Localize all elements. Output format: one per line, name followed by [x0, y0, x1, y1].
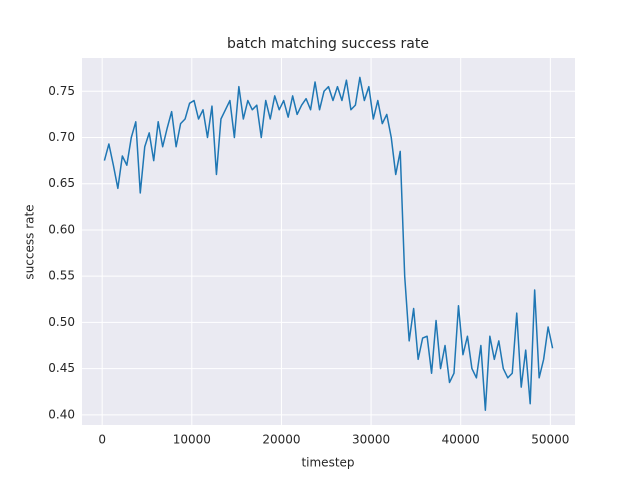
x-tick-label: 0 [98, 433, 106, 447]
chart-title: batch matching success rate [227, 36, 429, 52]
y-tick-label: 0.65 [48, 176, 75, 190]
plot-area [82, 58, 575, 425]
y-tick-label: 0.60 [48, 222, 75, 236]
x-tick-label: 50000 [531, 433, 569, 447]
y-axis-label: success rate [23, 204, 37, 279]
y-tick-label: 0.45 [48, 361, 75, 375]
x-axis-label: timestep [301, 456, 354, 470]
y-tick-label: 0.50 [48, 315, 75, 329]
x-tick-label: 40000 [442, 433, 480, 447]
y-tick-label: 0.70 [48, 130, 75, 144]
x-tick-label: 30000 [352, 433, 390, 447]
data-line [103, 76, 554, 411]
x-tick-label: 20000 [262, 433, 300, 447]
y-tick-label: 0.55 [48, 269, 75, 283]
y-tick-label: 0.75 [48, 84, 75, 98]
y-tick-label: 0.40 [48, 407, 75, 421]
x-tick-label: 10000 [173, 433, 211, 447]
